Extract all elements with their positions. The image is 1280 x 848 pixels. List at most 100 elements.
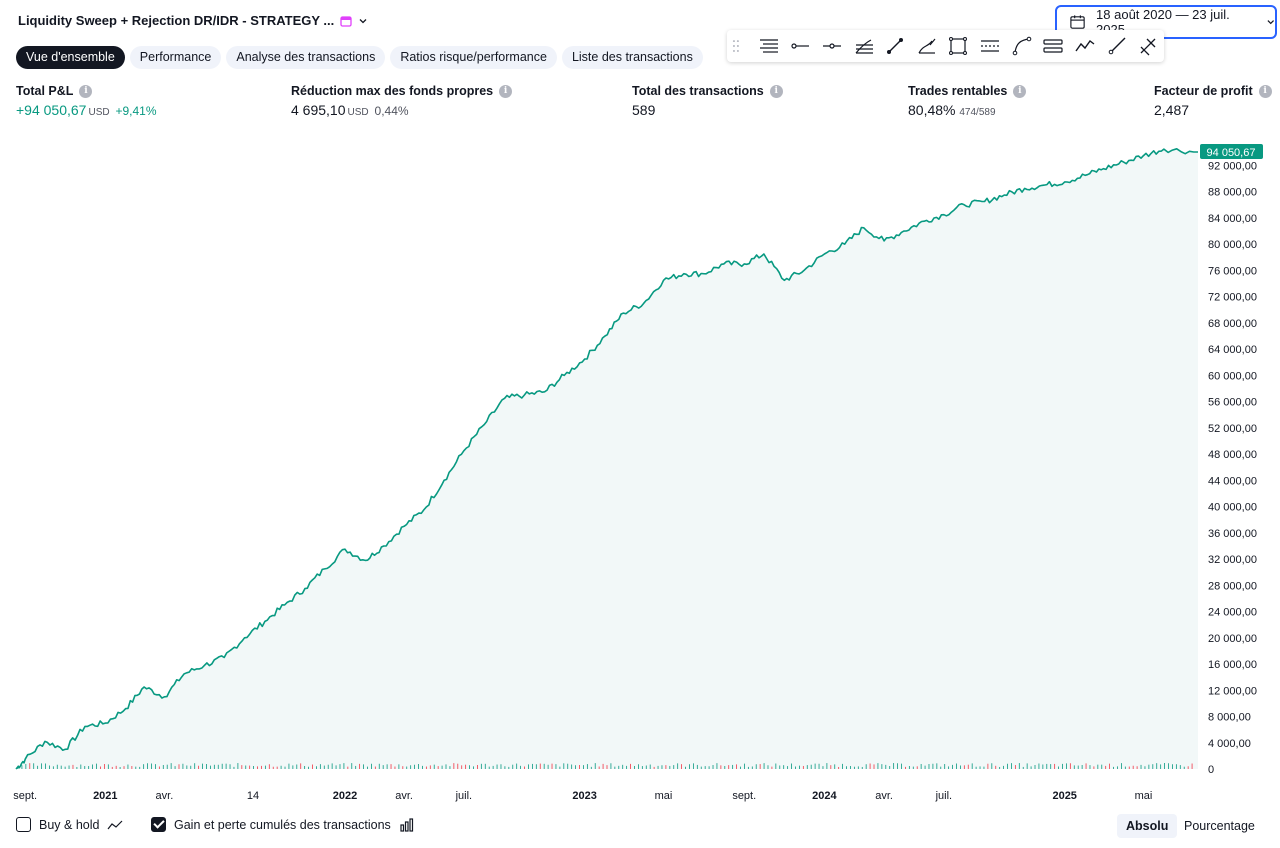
report-tabs: Vue d'ensemble Performance Analyse des t… — [16, 46, 703, 69]
y-tick-label: 16 000,00 — [1208, 659, 1257, 671]
tool-polyline[interactable] — [1069, 32, 1101, 60]
tool-fib-fan[interactable] — [848, 32, 880, 60]
y-tick-label: 32 000,00 — [1208, 554, 1257, 566]
y-tick-label: 84 000,00 — [1208, 213, 1257, 225]
tool-pitchfork[interactable] — [911, 32, 943, 60]
cross-line-icon — [822, 43, 841, 49]
y-tick-label: 44 000,00 — [1208, 475, 1257, 487]
mode-absolute-button[interactable]: Absolu — [1117, 814, 1178, 838]
strategy-title[interactable]: Liquidity Sweep + Rejection DR/IDR - STR… — [18, 13, 368, 28]
stat-label: Total des transactions — [632, 84, 764, 98]
last-value-label: 94 050,67 — [1207, 147, 1256, 159]
equity-area-fill — [16, 148, 1198, 770]
stat-value: 4 695,10 — [291, 102, 346, 118]
x-tick-label: sept. — [13, 790, 37, 802]
drag-handle-icon[interactable] — [731, 39, 741, 53]
tool-horizontal-lines[interactable] — [753, 32, 785, 60]
tool-horizontal-ray[interactable] — [785, 32, 817, 60]
stat-sub: 474/589 — [959, 107, 996, 118]
x-tick-label: sept. — [732, 790, 756, 802]
y-tick-label: 48 000,00 — [1208, 449, 1257, 461]
stat-value: 589 — [632, 102, 656, 118]
stat-label: Réduction max des fonds propres — [291, 84, 494, 98]
stat-profitable-trades: Trades rentables i 80,48% 474/589 — [908, 84, 1027, 118]
curve-icon — [1012, 36, 1031, 56]
y-tick-label: 8 000,00 — [1208, 712, 1251, 724]
drawing-toolbar — [727, 30, 1164, 62]
tool-ray[interactable] — [1101, 32, 1133, 60]
parallel-channel-icon — [981, 40, 1000, 52]
y-tick-label: 76 000,00 — [1208, 265, 1257, 277]
tool-rectangle[interactable] — [943, 32, 975, 60]
tool-fib-tool[interactable] — [1132, 32, 1164, 60]
y-tick-label: 36 000,00 — [1208, 528, 1257, 540]
tab-risk-ratios[interactable]: Ratios risque/performance — [390, 46, 557, 69]
mode-percent-button[interactable]: Pourcentage — [1184, 819, 1255, 833]
y-tick-label: 80 000,00 — [1208, 239, 1257, 251]
buy-hold-toggle[interactable]: Buy & hold — [16, 817, 123, 832]
horizontal-lines-icon — [759, 39, 778, 53]
cumulative-pnl-toggle[interactable]: Gain et perte cumulés des transactions — [151, 817, 415, 832]
x-tick-label: mai — [1135, 790, 1153, 802]
info-icon[interactable]: i — [1013, 84, 1027, 98]
tab-trade-list[interactable]: Liste des transactions — [561, 46, 703, 69]
x-tick-label: 2023 — [572, 790, 596, 802]
equity-curve-line — [15, 148, 1198, 770]
tool-curve[interactable] — [1006, 32, 1038, 60]
x-tick-label: juil. — [935, 790, 953, 802]
tool-regression-channel[interactable] — [1038, 32, 1070, 60]
trend-line-icon — [887, 38, 904, 54]
strategy-name: Liquidity Sweep + Rejection DR/IDR - STR… — [18, 13, 335, 28]
chart-footer: Buy & hold Gain et perte cumulés des tra… — [0, 814, 1280, 838]
x-tick-label: 2022 — [333, 790, 357, 802]
calendar-badge-icon — [340, 15, 352, 27]
cumulative-pnl-checkbox[interactable] — [151, 817, 166, 832]
x-tick-label: juil. — [455, 790, 473, 802]
bar-chart-icon — [400, 817, 413, 832]
y-tick-label: 4 000,00 — [1208, 738, 1251, 750]
stat-max-drawdown: Réduction max des fonds propres i 4 695,1… — [291, 84, 513, 118]
x-tick-label: mai — [655, 790, 673, 802]
horizontal-ray-icon — [791, 43, 810, 49]
y-tick-label: 56 000,00 — [1208, 397, 1257, 409]
info-icon[interactable]: i — [79, 84, 93, 98]
ray-icon — [1108, 37, 1126, 55]
pitchfork-icon — [918, 38, 936, 54]
info-icon[interactable]: i — [1258, 84, 1272, 98]
line-chart-icon — [108, 820, 123, 829]
stat-value: 80,48% — [908, 102, 956, 118]
fib-tool-icon — [1140, 38, 1156, 56]
tool-cross-line[interactable] — [816, 32, 848, 60]
stat-percent: 0,44% — [374, 104, 409, 118]
tool-parallel-channel[interactable] — [974, 32, 1006, 60]
stat-label: Facteur de profit — [1154, 84, 1253, 98]
y-tick-label: 72 000,00 — [1208, 292, 1257, 304]
cumulative-pnl-label: Gain et perte cumulés des transactions — [174, 817, 391, 832]
polyline-icon — [1075, 40, 1095, 52]
tab-trade-analysis[interactable]: Analyse des transactions — [226, 46, 386, 69]
fib-fan-icon — [855, 39, 873, 54]
equity-chart[interactable]: 0 4 000,00 8 000,00 12 000,00 16 000,00 20 00… — [0, 140, 1280, 805]
x-tick-label: 14 — [247, 790, 259, 802]
chevron-down-icon — [1266, 20, 1274, 25]
stat-unit: USD — [347, 107, 369, 118]
chevron-down-icon — [359, 18, 367, 23]
equity-chart-svg[interactable]: 0 4 000,00 8 000,00 12 000,00 16 000,00 20 00… — [0, 140, 1280, 805]
y-tick-label: 88 000,00 — [1208, 187, 1257, 199]
buy-hold-checkbox[interactable] — [16, 817, 31, 832]
x-tick-label: avr. — [156, 790, 174, 802]
stat-percent: +9,41% — [115, 104, 157, 118]
info-icon[interactable]: i — [499, 84, 513, 98]
stat-label: Total P&L — [16, 84, 74, 98]
y-tick-label: 68 000,00 — [1208, 318, 1257, 330]
tool-trend-line[interactable] — [879, 32, 911, 60]
tab-overview[interactable]: Vue d'ensemble — [16, 46, 125, 69]
last-value-badge — [1200, 144, 1263, 159]
x-tick-label: 2021 — [93, 790, 117, 802]
y-tick-label: 60 000,00 — [1208, 370, 1257, 382]
info-icon[interactable]: i — [769, 84, 783, 98]
regression-channel-icon — [1043, 39, 1063, 53]
tab-performance[interactable]: Performance — [129, 46, 222, 69]
rectangle-icon — [949, 37, 968, 55]
stat-value: 2,487 — [1154, 102, 1190, 118]
